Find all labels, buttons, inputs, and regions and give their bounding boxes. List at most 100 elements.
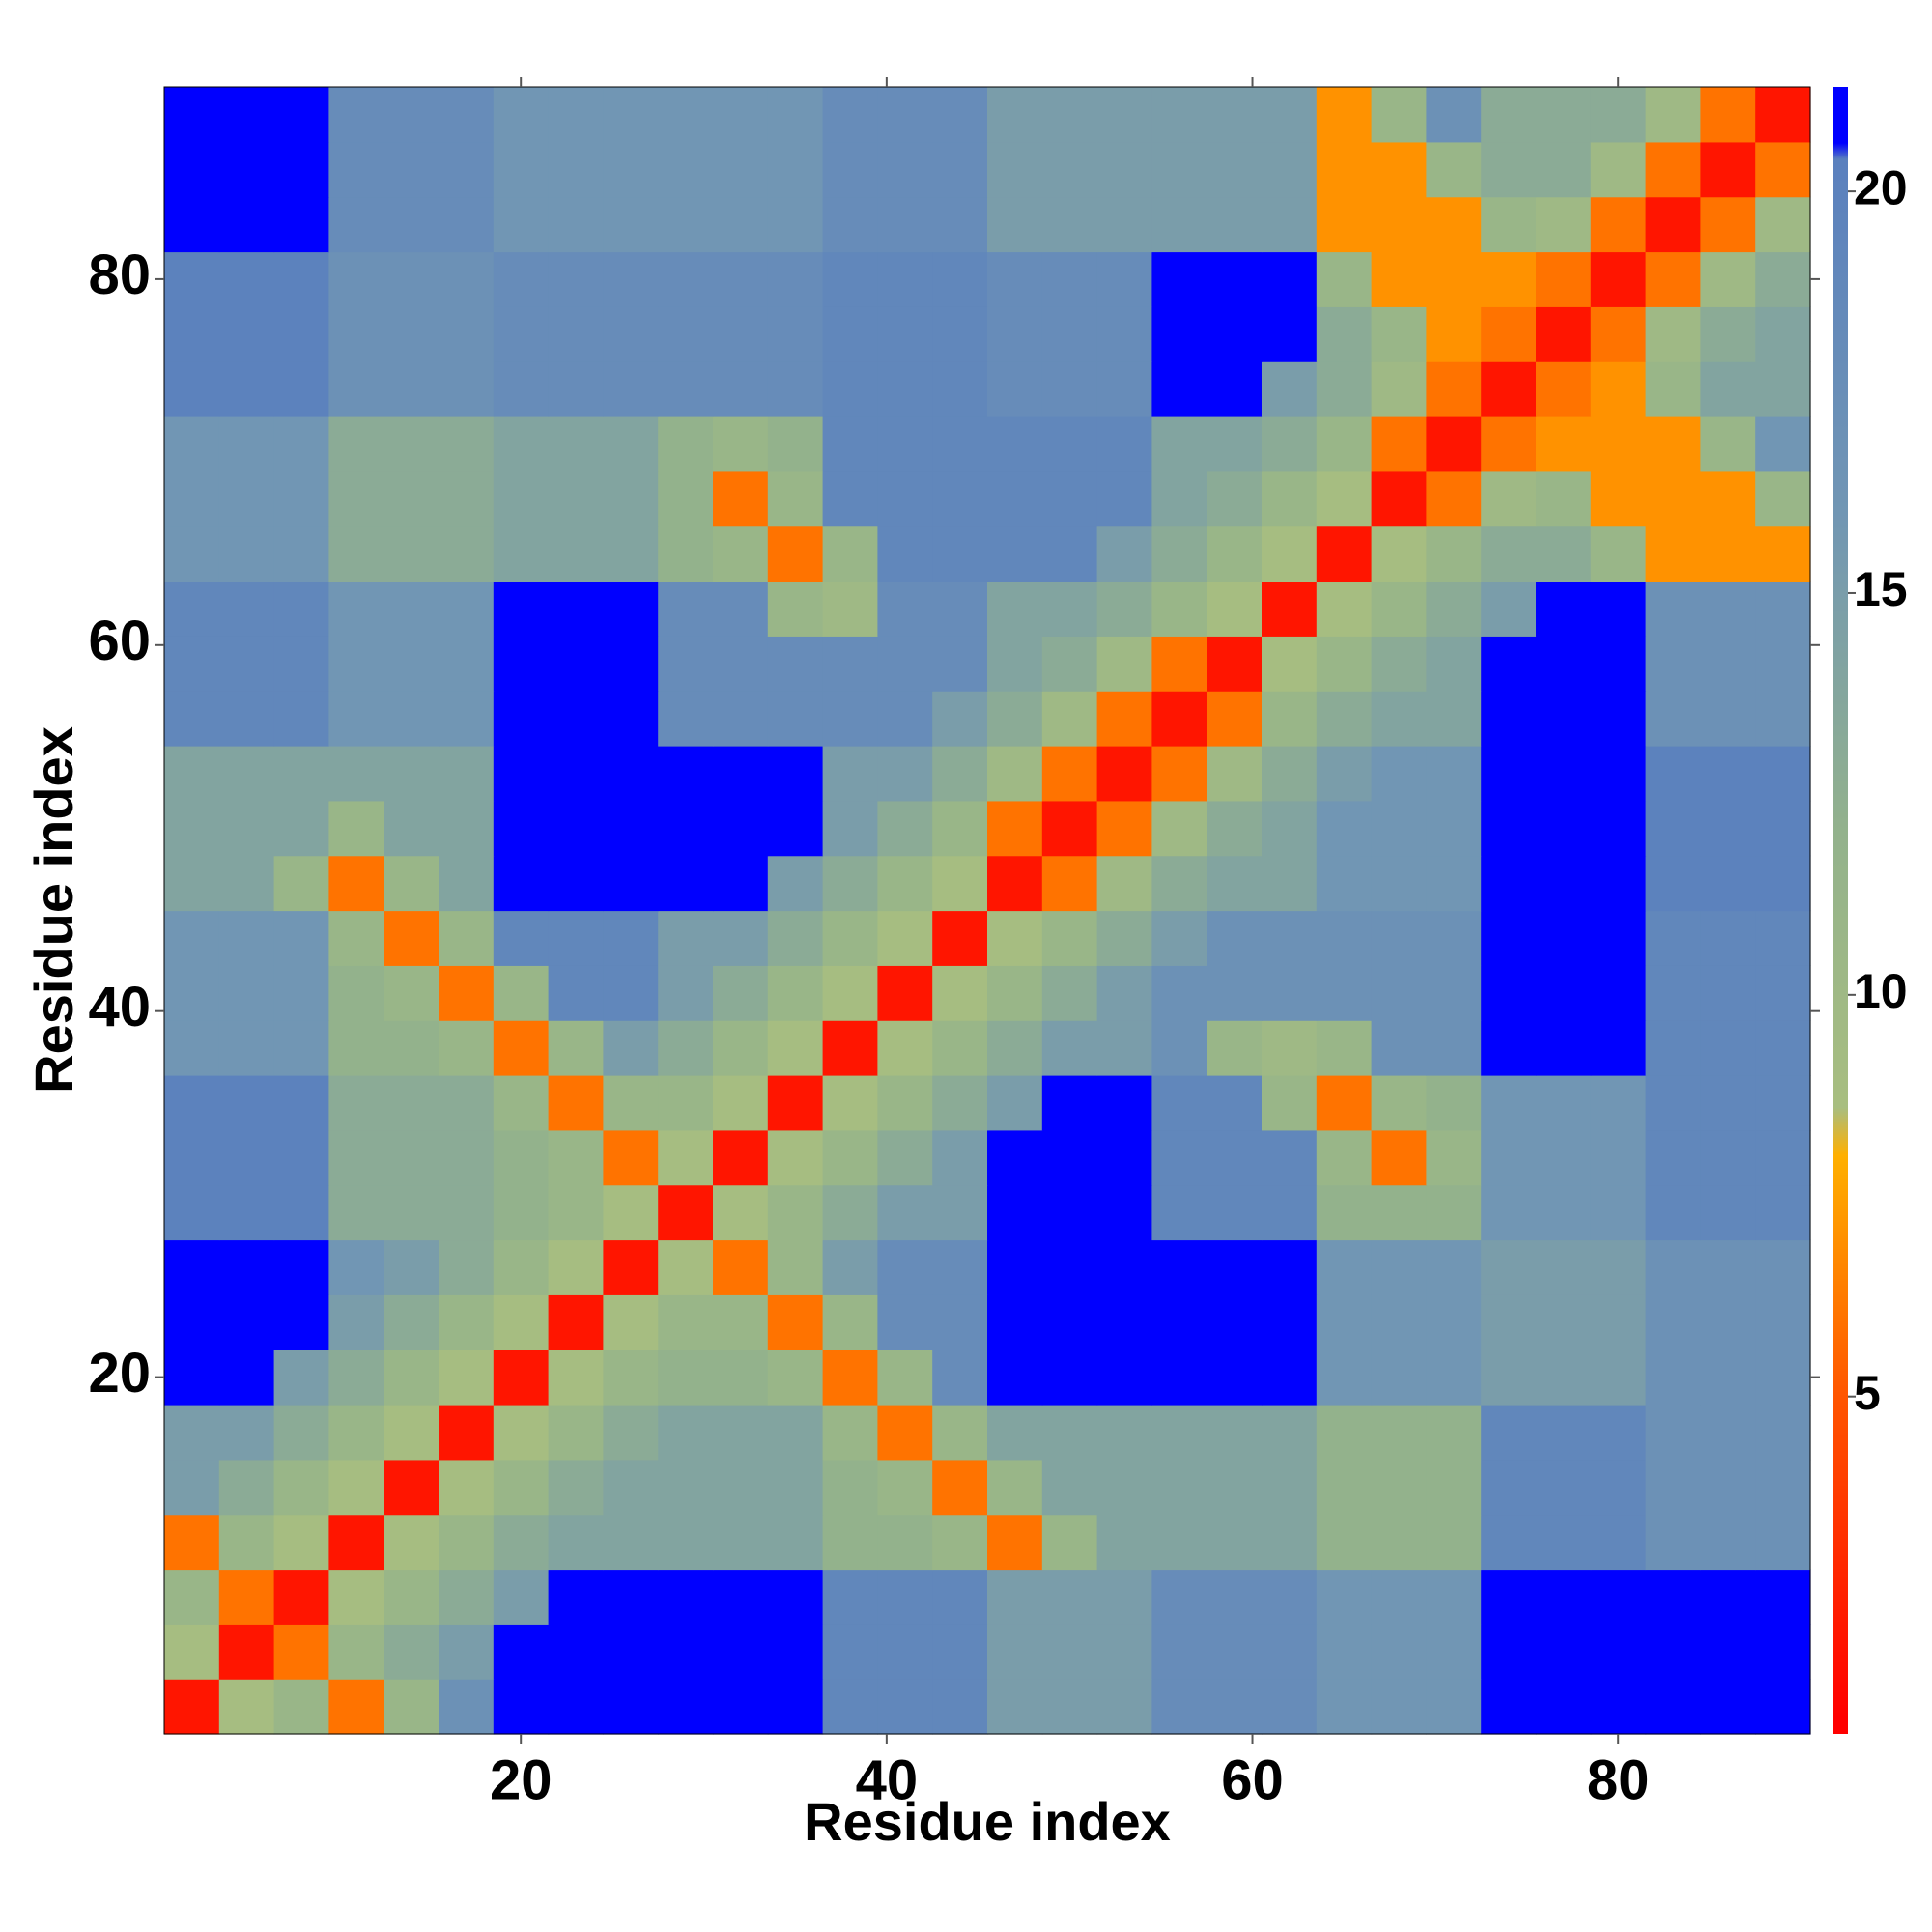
heatmap-cell bbox=[1151, 470, 1208, 527]
heatmap-cell bbox=[1151, 800, 1208, 857]
heatmap-cell bbox=[384, 361, 440, 417]
heatmap-cell bbox=[384, 910, 440, 966]
heatmap-cell bbox=[1262, 581, 1318, 637]
heatmap-cell bbox=[1207, 855, 1263, 912]
heatmap-cell bbox=[1755, 1129, 1811, 1186]
heatmap-cell bbox=[987, 251, 1043, 307]
heatmap-cell bbox=[1207, 800, 1263, 857]
heatmap-cell bbox=[493, 581, 550, 637]
heatmap-cell bbox=[548, 196, 604, 253]
heatmap-cell bbox=[384, 855, 440, 912]
heatmap-cell bbox=[1536, 1569, 1592, 1625]
heatmap-cell bbox=[658, 470, 714, 527]
heatmap-cell bbox=[1426, 1514, 1482, 1571]
heatmap-cell bbox=[1645, 306, 1701, 362]
heatmap-cell bbox=[493, 1679, 550, 1735]
heatmap-cell bbox=[932, 965, 988, 1021]
heatmap-cell bbox=[932, 1184, 988, 1241]
heatmap-cell bbox=[328, 636, 384, 692]
heatmap-cell bbox=[1262, 141, 1318, 198]
heatmap-cell bbox=[1316, 306, 1373, 362]
heatmap-cell bbox=[1755, 855, 1811, 912]
heatmap-cell bbox=[1041, 636, 1098, 692]
heatmap-cell bbox=[439, 746, 495, 802]
heatmap-cell bbox=[548, 1569, 604, 1625]
heatmap-cell bbox=[603, 1020, 659, 1076]
heatmap-cell bbox=[932, 1514, 988, 1571]
heatmap-cell bbox=[767, 910, 824, 966]
heatmap-cell bbox=[1151, 1075, 1208, 1131]
y-tick-label: 60 bbox=[88, 610, 151, 672]
heatmap-cell bbox=[767, 1294, 824, 1350]
heatmap-cell bbox=[164, 691, 220, 747]
heatmap-cell bbox=[384, 581, 440, 637]
heatmap-cell bbox=[1262, 855, 1318, 912]
heatmap-cell bbox=[767, 855, 824, 912]
heatmap-cell bbox=[493, 251, 550, 307]
heatmap-cell bbox=[1316, 1350, 1373, 1406]
heatmap-cell bbox=[548, 581, 604, 637]
heatmap-cell bbox=[767, 1405, 824, 1461]
heatmap-cell bbox=[1151, 1129, 1208, 1186]
heatmap-cell bbox=[932, 800, 988, 857]
heatmap-cell bbox=[1151, 910, 1208, 966]
heatmap-cell bbox=[1426, 1075, 1482, 1131]
heatmap-cell bbox=[493, 800, 550, 857]
heatmap-cell bbox=[877, 1075, 933, 1131]
colorbar-tick-label: 20 bbox=[1854, 160, 1908, 214]
heatmap-cell bbox=[987, 196, 1043, 253]
heatmap-cell bbox=[218, 1184, 275, 1241]
heatmap-cell bbox=[1262, 1020, 1318, 1076]
heatmap-cell bbox=[1096, 1239, 1152, 1295]
heatmap-cell bbox=[548, 1624, 604, 1680]
heatmap-cell bbox=[1316, 1239, 1373, 1295]
heatmap-cell bbox=[1536, 965, 1592, 1021]
heatmap-cell bbox=[548, 87, 604, 143]
heatmap-cell bbox=[439, 470, 495, 527]
heatmap-cell bbox=[1316, 416, 1373, 472]
heatmap-cell bbox=[1536, 416, 1592, 472]
heatmap-cell bbox=[1151, 87, 1208, 143]
heatmap-cell bbox=[1755, 1459, 1811, 1516]
heatmap-cell bbox=[822, 361, 878, 417]
heatmap-cell bbox=[1426, 87, 1482, 143]
heatmap-cell bbox=[164, 1459, 220, 1516]
x-tick-label: 80 bbox=[1587, 1748, 1650, 1811]
heatmap-cell bbox=[328, 910, 384, 966]
heatmap-cell bbox=[1207, 1075, 1263, 1131]
heatmap-cell bbox=[1755, 800, 1811, 857]
heatmap-cell bbox=[1096, 1514, 1152, 1571]
heatmap-cell bbox=[218, 416, 275, 472]
heatmap-cell bbox=[1262, 1350, 1318, 1406]
heatmap-cell bbox=[1371, 581, 1427, 637]
heatmap-cell bbox=[1645, 1075, 1701, 1131]
heatmap-cell bbox=[328, 87, 384, 143]
heatmap-cell bbox=[1371, 1569, 1427, 1625]
heatmap-cell bbox=[603, 526, 659, 582]
heatmap-cell bbox=[713, 251, 769, 307]
heatmap-cell bbox=[767, 1624, 824, 1680]
heatmap-cell bbox=[1645, 965, 1701, 1021]
heatmap-cell bbox=[1645, 526, 1701, 582]
x-tick-label: 60 bbox=[1221, 1748, 1284, 1811]
heatmap-cell bbox=[1645, 361, 1701, 417]
heatmap-cell bbox=[1207, 746, 1263, 802]
heatmap-cell bbox=[1700, 526, 1756, 582]
heatmap-cell bbox=[822, 1184, 878, 1241]
heatmap-cell bbox=[1590, 196, 1647, 253]
heatmap-cell bbox=[1207, 361, 1263, 417]
heatmap-cell bbox=[548, 1294, 604, 1350]
heatmap-cell bbox=[164, 141, 220, 198]
heatmap-cell bbox=[1151, 361, 1208, 417]
heatmap-cell bbox=[328, 1184, 384, 1241]
heatmap-cell bbox=[439, 1624, 495, 1680]
heatmap-cell bbox=[1316, 361, 1373, 417]
heatmap-cell bbox=[384, 1020, 440, 1076]
heatmap-cell bbox=[877, 1184, 933, 1241]
heatmap-cell bbox=[218, 1075, 275, 1131]
heatmap-cell bbox=[164, 1624, 220, 1680]
heatmap-cell bbox=[1207, 1020, 1263, 1076]
heatmap-cell bbox=[328, 196, 384, 253]
heatmap-cell bbox=[1371, 1239, 1427, 1295]
heatmap-cell bbox=[1316, 581, 1373, 637]
